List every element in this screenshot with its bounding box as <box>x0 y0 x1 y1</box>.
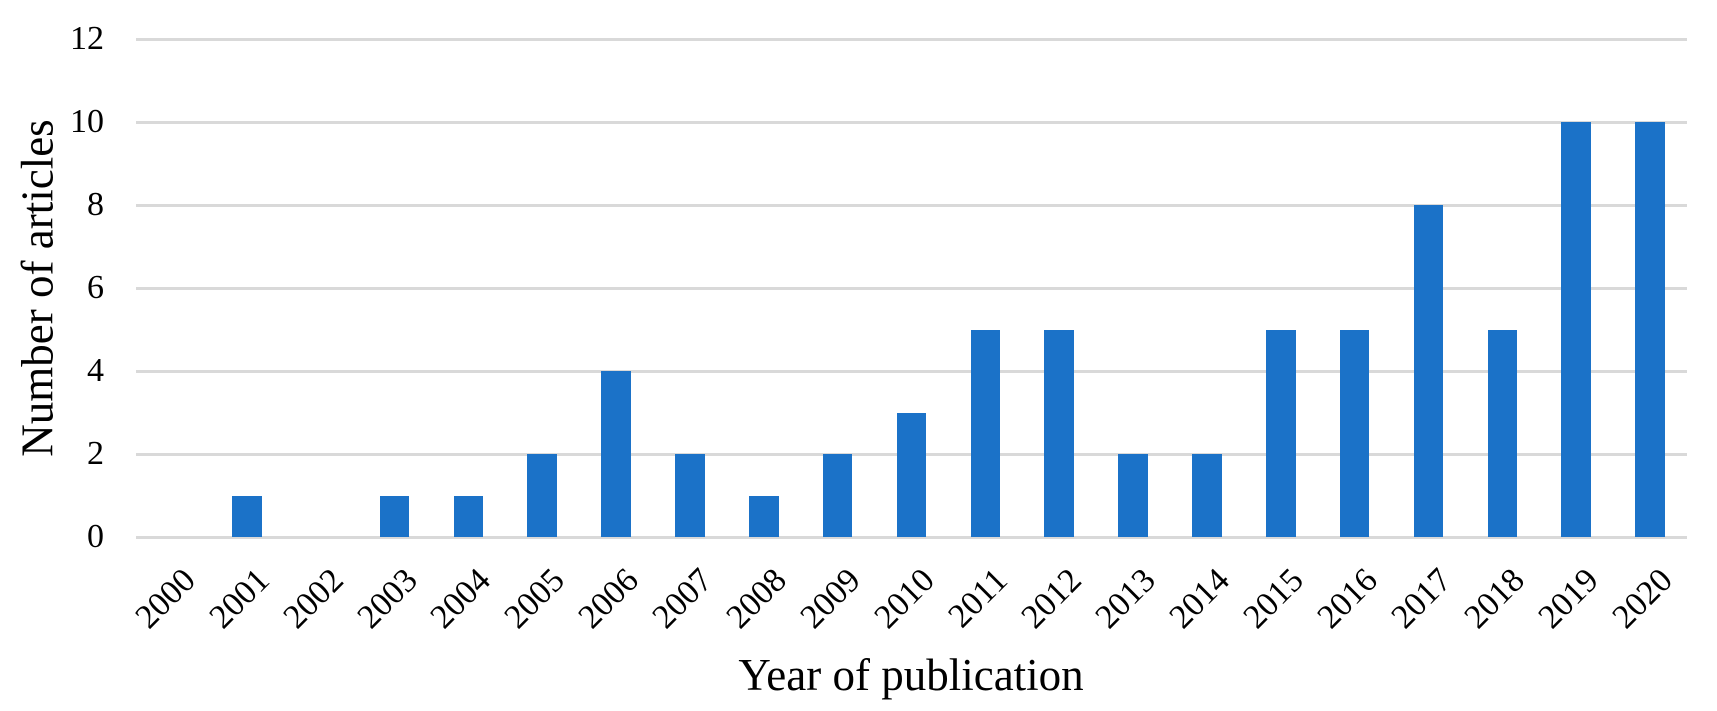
bar-2006 <box>601 371 631 537</box>
x-tick-label-2005: 2005 <box>497 561 572 636</box>
gridline-y-6 <box>136 286 1687 290</box>
bar-2019 <box>1561 122 1591 537</box>
bar-2012 <box>1044 329 1074 537</box>
gridline-y-12 <box>136 37 1687 41</box>
bar-2018 <box>1487 329 1518 537</box>
x-axis-title: Year of publication <box>738 650 1084 700</box>
bar-2007 <box>675 454 705 537</box>
gridline-y-8 <box>136 203 1687 207</box>
x-tick-label-2017: 2017 <box>1384 561 1459 636</box>
bar-2014 <box>1192 454 1222 537</box>
x-tick-label-2006: 2006 <box>571 561 646 636</box>
x-tick-label-2003: 2003 <box>350 561 425 636</box>
x-tick-label-2002: 2002 <box>276 561 351 636</box>
x-tick-label-2016: 2016 <box>1310 561 1385 636</box>
x-tick-label-2015: 2015 <box>1236 561 1311 636</box>
x-tick-label-2020: 2020 <box>1605 561 1680 636</box>
bar-2016 <box>1339 329 1370 537</box>
bar-2001 <box>232 495 262 537</box>
bar-2008 <box>749 495 779 537</box>
bar-2015 <box>1266 329 1296 537</box>
x-tick-label-2018: 2018 <box>1457 561 1533 636</box>
y-tick-label-0: 0 <box>87 518 104 555</box>
bar-2009 <box>822 454 853 537</box>
gridline-y-0 <box>136 535 1687 539</box>
gridline-y-4 <box>136 369 1687 373</box>
bar-2010 <box>896 412 927 537</box>
bar-2011 <box>970 329 1001 537</box>
x-tick-label-2014: 2014 <box>1162 561 1237 636</box>
gridline-y-2 <box>136 452 1687 456</box>
x-tick-label-2000: 2000 <box>128 561 203 636</box>
bar-2003 <box>379 495 410 537</box>
x-tick-label-2004: 2004 <box>423 561 499 636</box>
x-tick-label-2001: 2001 <box>202 561 277 636</box>
bar-2013 <box>1118 454 1148 537</box>
x-tick-label-2019: 2019 <box>1531 561 1606 636</box>
y-axis-title: Number of articles <box>12 119 63 457</box>
bar-2004 <box>453 495 484 537</box>
x-tick-label-2007: 2007 <box>645 561 720 636</box>
bar-2005 <box>527 454 557 537</box>
y-tick-label-12: 12 <box>70 20 104 57</box>
bar-2017 <box>1413 205 1444 537</box>
bar-2020 <box>1635 122 1665 537</box>
gridline-y-10 <box>136 120 1687 124</box>
